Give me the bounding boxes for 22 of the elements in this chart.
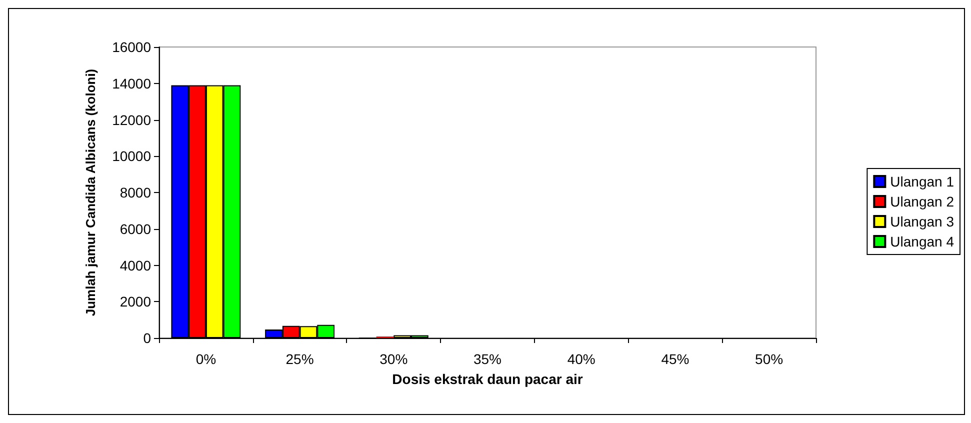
x-tick-label: 25% xyxy=(286,351,314,367)
y-tick-label: 12000 xyxy=(112,112,152,128)
x-tick-label: 50% xyxy=(755,351,784,367)
x-tick-label: 0% xyxy=(196,351,216,367)
x-tick-label: 35% xyxy=(473,351,502,367)
legend-label: Ulangan 2 xyxy=(890,194,954,210)
y-tick-label: 2000 xyxy=(120,294,152,310)
y-tick-label: 6000 xyxy=(120,220,152,237)
x-tick-label: 45% xyxy=(661,351,690,367)
y-axis-title: Jumlah jamur Candida Albicans (koloni) xyxy=(83,68,98,316)
y-tick-label: 0 xyxy=(143,330,152,346)
y-tick-label: 16000 xyxy=(112,39,152,55)
y-tick-label: 14000 xyxy=(112,75,152,92)
y-tick-label: 8000 xyxy=(120,184,152,200)
x-tick-label: 30% xyxy=(380,351,408,367)
legend-label: Ulangan 3 xyxy=(890,214,954,230)
legend-label: Ulangan 4 xyxy=(890,234,954,250)
x-tick-label: 40% xyxy=(567,351,596,367)
x-axis-title: Dosis ekstrak daun pacar air xyxy=(392,371,584,387)
y-tick-label: 10000 xyxy=(112,148,152,164)
legend-label: Ulangan 1 xyxy=(890,174,954,190)
y-tick-label: 4000 xyxy=(120,257,152,274)
